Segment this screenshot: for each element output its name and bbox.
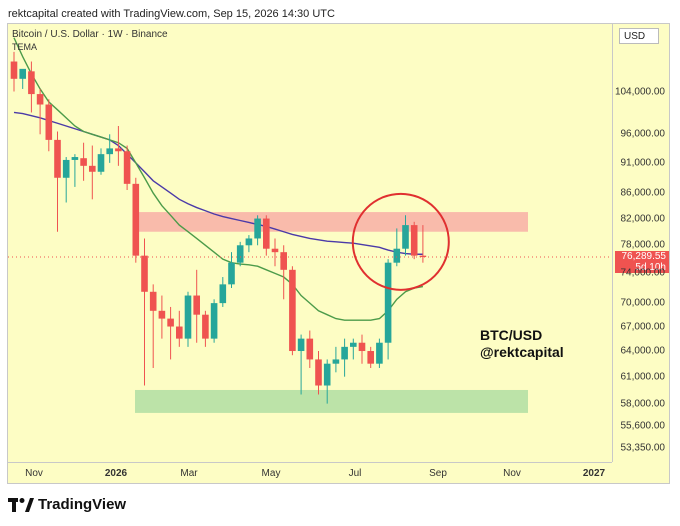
candle-body <box>158 310 166 319</box>
time-tick-label: Nov <box>25 468 43 479</box>
watermark-symbol: BTC/USD <box>480 327 543 343</box>
ema-fast-line <box>13 37 424 321</box>
candle-body <box>402 225 409 249</box>
candle-body <box>271 248 279 253</box>
price-tick-label: 82,000.00 <box>620 213 666 225</box>
time-tick-label: Sep <box>429 468 447 479</box>
candle-body <box>184 295 192 339</box>
candle-body <box>89 165 96 172</box>
time-tick-label: Jul <box>348 468 362 479</box>
support-zone <box>135 389 528 413</box>
candle-body <box>167 318 174 327</box>
price-tick-label: 55,600.00 <box>620 420 666 432</box>
candle-body <box>54 139 61 178</box>
price-tick-label: 64,000.00 <box>620 345 666 357</box>
price-tick-label: 74,000.00 <box>620 267 666 279</box>
candle-body <box>263 218 270 249</box>
price-chart <box>8 37 612 413</box>
candle-body <box>297 338 305 352</box>
candle-body <box>106 148 113 155</box>
candle-body <box>228 262 235 285</box>
chart-watermark: BTC/USD @rektcapital <box>480 327 564 361</box>
price-tick-label: 61,000.00 <box>620 371 666 383</box>
current-price: 76,289.55 <box>621 251 667 263</box>
candle-body <box>332 359 340 364</box>
price-tick-label: 104,000.00 <box>614 86 665 97</box>
candle-body <box>36 94 44 105</box>
candle-body <box>193 295 200 315</box>
candle-body <box>341 346 348 360</box>
time-tick-label: Mar <box>180 468 198 479</box>
candle-body <box>80 158 87 166</box>
candle-body <box>219 284 227 304</box>
candle-body <box>367 351 374 364</box>
highlight-circle <box>351 192 450 291</box>
candle-body <box>176 326 183 339</box>
candle-body <box>376 342 383 364</box>
candle-body <box>350 342 357 347</box>
candle-body <box>245 238 253 246</box>
price-tick-label: 96,000.00 <box>620 128 666 140</box>
candle-body <box>254 218 261 239</box>
tradingview-wordmark: TradingView <box>38 496 127 513</box>
candle-body <box>280 252 287 270</box>
watermark-author: @rektcapital <box>480 344 564 360</box>
time-tick-label: Nov <box>503 468 521 479</box>
tradingview-logo-icon <box>8 497 34 512</box>
current-price-tag: 76,289.55 5d 10h <box>615 251 669 274</box>
time-axis[interactable]: Nov 2026 Mar May Jul Sep Nov 2027 <box>8 462 612 485</box>
candle-body <box>97 154 105 172</box>
candle-body <box>123 151 131 184</box>
candle-body <box>384 262 392 343</box>
plot-area[interactable]: Bitcoin / U.S. Dollar · 1W · Binance TEM… <box>8 24 612 462</box>
chart-frame: Bitcoin / U.S. Dollar · 1W · Binance TEM… <box>7 23 670 484</box>
time-tick-label: May <box>261 468 281 479</box>
candle-body <box>28 71 35 95</box>
price-tick-label: 78,000.00 <box>620 239 666 251</box>
price-tick-label: 70,000.00 <box>620 297 666 309</box>
candle-body <box>419 255 427 258</box>
indicator-legend[interactable]: TEMA <box>12 42 38 52</box>
candle-body <box>236 245 244 263</box>
time-tick-label: 2027 <box>582 468 606 479</box>
candle-body <box>132 183 140 256</box>
price-tick-label: 53,350.00 <box>620 442 666 454</box>
candle-body <box>19 68 26 79</box>
candle-body <box>115 148 122 152</box>
candle-body <box>210 303 218 339</box>
price-tick-label: 67,000.00 <box>620 321 666 333</box>
time-tick-label: 2026 <box>104 468 128 479</box>
candle-body <box>289 269 296 352</box>
candle-body <box>410 225 418 256</box>
candle-countdown: 5d 10h <box>635 262 666 274</box>
price-tick-label: 86,000.00 <box>620 187 666 199</box>
price-tick-label: 91,000.00 <box>620 157 666 169</box>
chart-caption: rektcapital created with TradingView.com… <box>8 8 335 20</box>
currency-selector[interactable]: USD <box>619 28 659 44</box>
candle-body <box>393 248 401 263</box>
price-axis[interactable]: USD 76,289.55 5d 10h 104,000.00 96,000.00… <box>612 24 671 462</box>
candle-body <box>323 363 331 386</box>
candle-body <box>358 342 366 352</box>
candle-body <box>315 359 322 386</box>
candle-body <box>10 61 18 79</box>
candle-body <box>306 338 314 360</box>
candle-body <box>62 159 70 178</box>
candle-body <box>149 291 157 311</box>
resistance-zone <box>135 212 528 232</box>
candle-body <box>141 255 148 292</box>
candle-body <box>45 104 53 140</box>
candle-body <box>202 314 209 339</box>
price-tick-label: 58,000.00 <box>620 398 666 410</box>
candle-body <box>71 157 79 160</box>
tradingview-logo[interactable]: TradingView <box>8 496 126 513</box>
symbol-legend[interactable]: Bitcoin / U.S. Dollar · 1W · Binance <box>12 29 168 40</box>
